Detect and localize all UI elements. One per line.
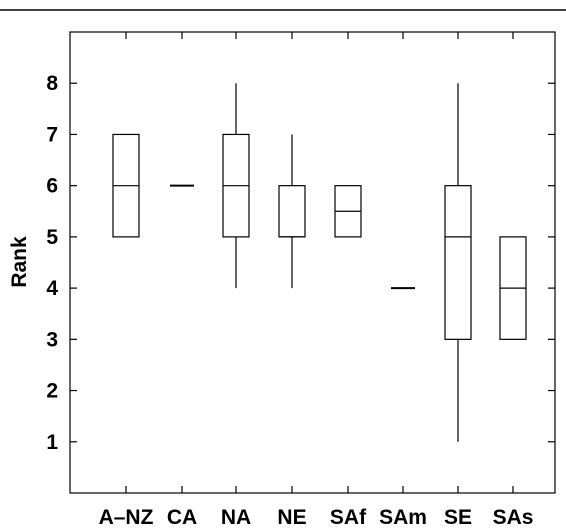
x-tick-label: SAm <box>379 506 427 529</box>
y-tick-label: 2 <box>46 380 58 403</box>
x-tick-label: CA <box>167 506 197 529</box>
y-tick-label: 7 <box>46 123 58 146</box>
box-iqr <box>444 185 472 340</box>
chart-marks: 1 2 3 4 5 6 7 8 A–NZ CA NA NE SAf SAm SE SAs <box>46 32 555 529</box>
y-tick-label: 6 <box>46 175 58 198</box>
box-iqr <box>278 185 306 238</box>
x-tick-label: SAf <box>330 506 367 529</box>
x-tick-label: NA <box>221 506 251 529</box>
y-tick-label: 5 <box>46 226 58 249</box>
plot-frame <box>69 31 556 494</box>
x-tick-label: SAs <box>493 506 534 529</box>
x-tick-label: NE <box>277 506 306 529</box>
y-tick-label: 3 <box>46 328 58 351</box>
y-tick-label: 1 <box>46 431 58 454</box>
y-axis-title: Rank <box>8 236 31 288</box>
x-tick-label: A–NZ <box>99 506 154 529</box>
y-tick-label: 4 <box>46 277 58 300</box>
x-tick-label: SE <box>444 506 472 529</box>
y-tick-label: 8 <box>46 72 58 95</box>
